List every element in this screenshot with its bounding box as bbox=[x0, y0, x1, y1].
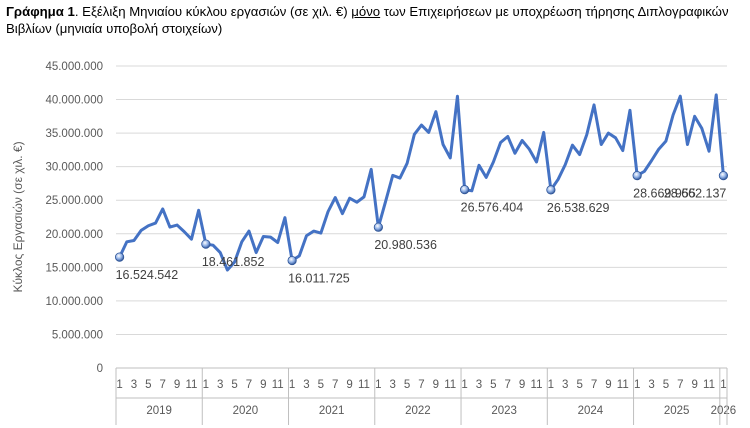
x-month-tick-label: 11 bbox=[617, 379, 629, 391]
data-label: 20.980.536 bbox=[374, 238, 437, 252]
title-part1: . Εξέλιξη Μηνιαίου κύκλου εργασιών (σε χ… bbox=[74, 4, 352, 19]
x-month-tick-label: 3 bbox=[476, 379, 482, 391]
series-line-path bbox=[118, 93, 725, 272]
y-tick-label: 0 bbox=[97, 363, 103, 375]
x-month-tick-label: 1 bbox=[634, 379, 640, 391]
y-axis-label: Κύκλος Εργασιών (σε χιλ. €) bbox=[11, 141, 25, 292]
x-month-tick-label: 5 bbox=[145, 379, 151, 391]
x-month-tick-label: 1 bbox=[375, 379, 381, 391]
x-year-label: 2024 bbox=[578, 405, 604, 417]
data-label: 18.461.852 bbox=[202, 255, 265, 269]
y-tick-label: 45.000.000 bbox=[45, 61, 103, 73]
x-month-tick-label: 9 bbox=[346, 379, 352, 391]
y-tick-label: 35.000.000 bbox=[45, 128, 103, 140]
data-markers bbox=[114, 170, 729, 266]
x-month-tick-label: 1 bbox=[548, 379, 554, 391]
x-year-label: 2019 bbox=[146, 405, 172, 417]
x-month-tick-label: 3 bbox=[217, 379, 223, 391]
x-month-tick-label: 1 bbox=[461, 379, 467, 391]
x-year-label: 2025 bbox=[664, 405, 690, 417]
x-month-tick-label: 7 bbox=[591, 379, 597, 391]
data-label: 26.576.404 bbox=[461, 201, 524, 215]
chart-title: Γράφημα 1. Εξέλιξη Μηνιαίου κύκλου εργασ… bbox=[6, 3, 746, 37]
y-tick-label: 5.000.000 bbox=[52, 329, 103, 341]
x-month-tick-label: 9 bbox=[605, 379, 611, 391]
title-underlined: μόνο bbox=[351, 4, 381, 19]
data-point-marker bbox=[373, 222, 383, 232]
x-month-tick-label: 11 bbox=[358, 379, 370, 391]
title-part2: των Επιχειρήσεων με υποχρέωση τήρησης Δι… bbox=[6, 4, 729, 36]
x-month-tick-label: 11 bbox=[185, 379, 197, 391]
data-point-marker bbox=[287, 255, 297, 266]
data-labels: 16.524.542 18.461.852 16.011.725 20.980.536… bbox=[116, 187, 727, 286]
x-month-tick-label: 1 bbox=[203, 379, 209, 391]
x-month-tick-label: 9 bbox=[174, 379, 180, 391]
data-label: 26.538.629 bbox=[547, 201, 610, 215]
x-month-tick-label: 1 bbox=[289, 379, 295, 391]
x-month-tick-label: 11 bbox=[272, 379, 284, 391]
y-tick-label: 15.000.000 bbox=[45, 262, 103, 274]
x-month-tick-label: 1 bbox=[720, 379, 726, 391]
title-bold: Γράφημα 1 bbox=[6, 4, 75, 19]
x-month-tick-label: 5 bbox=[318, 379, 324, 391]
y-tick-label: 20.000.000 bbox=[45, 229, 103, 241]
x-year-label: 2026 bbox=[711, 405, 737, 417]
x-month-tick-label: 3 bbox=[303, 379, 309, 391]
x-month-tick-label: 7 bbox=[505, 379, 511, 391]
gridlines bbox=[116, 65, 727, 335]
x-year-label: 2020 bbox=[233, 405, 259, 417]
data-label: 28.662.137 bbox=[664, 187, 727, 201]
x-month-tick-label: 7 bbox=[160, 379, 166, 391]
x-month-tick-label: 5 bbox=[663, 379, 669, 391]
y-tick-label: 25.000.000 bbox=[45, 195, 103, 207]
x-month-tick-label: 3 bbox=[648, 379, 654, 391]
x-month-tick-label: 7 bbox=[418, 379, 424, 391]
data-point-marker bbox=[718, 171, 729, 181]
data-point-marker bbox=[460, 185, 470, 195]
x-year-label: 2023 bbox=[491, 405, 517, 417]
x-month-tick-label: 11 bbox=[531, 379, 543, 391]
x-month-tick-label: 3 bbox=[131, 379, 137, 391]
x-month-tick-label: 9 bbox=[691, 379, 697, 391]
x-month-tick-label: 1 bbox=[116, 379, 122, 391]
data-point-marker bbox=[546, 185, 556, 195]
x-month-tick-label: 5 bbox=[490, 379, 496, 391]
x-year-label: 2021 bbox=[319, 405, 345, 417]
data-label: 16.524.542 bbox=[116, 268, 179, 282]
x-month-tick-label: 7 bbox=[246, 379, 252, 391]
data-point-marker bbox=[201, 239, 211, 249]
y-tick-label: 30.000.000 bbox=[45, 162, 103, 174]
x-month-tick-label: 5 bbox=[404, 379, 410, 391]
data-point-marker bbox=[632, 170, 642, 181]
data-point-marker bbox=[114, 252, 125, 262]
x-month-tick-label: 11 bbox=[703, 379, 715, 391]
series-line bbox=[118, 93, 725, 272]
y-tick-label: 40.000.000 bbox=[45, 95, 103, 107]
x-month-tick-label: 9 bbox=[519, 379, 525, 391]
x-month-tick-label: 11 bbox=[444, 379, 456, 391]
x-year-label: 2022 bbox=[405, 405, 431, 417]
x-month-tick-label: 7 bbox=[332, 379, 338, 391]
x-month-tick-label: 3 bbox=[390, 379, 396, 391]
x-month-tick-label: 9 bbox=[433, 379, 439, 391]
data-label: 16.011.725 bbox=[288, 272, 350, 286]
x-month-tick-label: 5 bbox=[231, 379, 237, 391]
data-label: 28.669.955 bbox=[633, 187, 696, 201]
y-tick-label: 10.000.000 bbox=[45, 296, 103, 308]
x-month-tick-label: 7 bbox=[677, 379, 683, 391]
x-month-tick-label: 9 bbox=[260, 379, 266, 391]
y-axis-ticks: 0 5.000.000 10.000.000 15.000.000 20.000.000… bbox=[45, 61, 103, 375]
x-month-tick-label: 3 bbox=[562, 379, 568, 391]
x-month-tick-label: 5 bbox=[576, 379, 582, 391]
